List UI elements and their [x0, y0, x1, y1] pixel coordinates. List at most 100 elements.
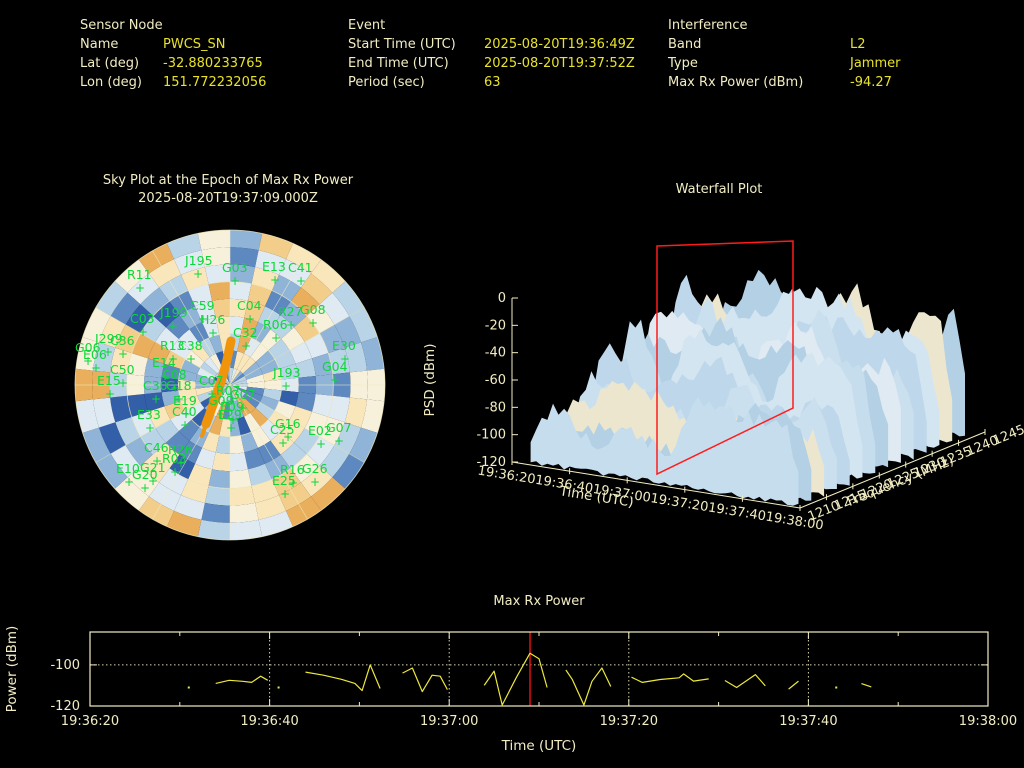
satellite-labels: J195+R11+G03+E13+C41+C59+H26+J199+C03+C0…	[75, 253, 356, 501]
satellite-marker: C32+	[233, 325, 258, 353]
satellite-marker: G07+	[326, 420, 352, 448]
svg-text:-100: -100	[476, 428, 506, 443]
field-value: 63	[484, 75, 501, 90]
section-title-interference: Interference	[668, 18, 748, 33]
waterfall-plot-canvas: 0 -20 -40 -60 -80 -100 -120 PSD (dBm) 19:36:20 19…	[422, 240, 1024, 534]
info-row-type: Type Jammer	[668, 54, 998, 73]
waterfall-surface	[530, 269, 965, 506]
info-section-event: Event Start Time (UTC) 2025-08-20T19:36:…	[348, 16, 658, 92]
info-row-period: Period (sec) 63	[348, 73, 658, 92]
svg-text:19:36:40: 19:36:40	[240, 714, 298, 729]
svg-text:+: +	[176, 456, 186, 470]
svg-text:H26: H26	[200, 312, 225, 327]
satellite-marker: J195+	[184, 253, 213, 281]
svg-text:+: +	[310, 475, 320, 489]
svg-text:G07: G07	[230, 387, 256, 402]
svg-text:19:37:20: 19:37:20	[649, 491, 709, 515]
svg-text:-120: -120	[50, 699, 80, 714]
svg-text:E33: E33	[137, 407, 161, 422]
satellite-marker: R16+	[280, 462, 305, 490]
svg-text:C32: C32	[233, 325, 258, 340]
svg-text:J299: J299	[94, 331, 123, 346]
power-series	[187, 652, 872, 706]
svg-text:E25: E25	[272, 473, 296, 488]
svg-text:C25: C25	[270, 422, 295, 437]
svg-text:+: +	[340, 352, 350, 366]
field-label: End Time (UTC)	[348, 56, 449, 71]
satellite-marker: G21+	[140, 460, 166, 488]
svg-text:+: +	[216, 407, 226, 421]
satellite-marker: E29+	[218, 407, 242, 435]
svg-text:+: +	[241, 339, 251, 353]
svg-text:19:37:20: 19:37:20	[600, 714, 658, 729]
svg-text:+: +	[308, 316, 318, 330]
svg-text:+: +	[208, 326, 218, 340]
field-value: L2	[850, 37, 866, 52]
svg-text:G20: G20	[132, 467, 158, 482]
field-label: Period (sec)	[348, 75, 425, 90]
svg-text:+: +	[174, 392, 184, 406]
satellite-marker: G04+	[322, 359, 348, 387]
satellite-marker: E25+	[272, 473, 296, 501]
sky-heatmap	[74, 230, 386, 540]
svg-text:G21: G21	[140, 460, 166, 475]
satellite-marker: J193+	[272, 365, 301, 393]
power-frame: -100 -120	[50, 631, 989, 714]
svg-text:C36: C36	[110, 333, 135, 348]
satellite-marker: C36+	[110, 333, 135, 361]
info-row-band: Band L2	[668, 35, 998, 54]
svg-text:19:37:40: 19:37:40	[707, 500, 767, 524]
satellite-marker: G09+	[208, 393, 234, 421]
max-rx-power-title: Max Rx Power	[493, 594, 585, 609]
svg-text:E02: E02	[308, 423, 332, 438]
field-label: Start Time (UTC)	[348, 37, 456, 52]
field-value: Jammer	[850, 56, 901, 71]
satellite-marker: R13+	[160, 338, 185, 366]
satellite-marker: C46+	[144, 440, 169, 468]
field-label: Lat (deg)	[80, 56, 140, 71]
svg-text:19:38:00: 19:38:00	[959, 714, 1017, 729]
svg-text:+: +	[168, 319, 178, 333]
info-section-interference: Interference Band L2 Type Jammer Max Rx …	[668, 16, 998, 92]
svg-text:+: +	[124, 475, 134, 489]
power-axis-labels: 19:36:20 19:36:40 19:37:00 19:37:20 19:37:40…	[4, 626, 1017, 754]
field-value: 151.772232056	[163, 75, 267, 90]
svg-text:+: +	[286, 318, 296, 332]
svg-text:R07: R07	[216, 383, 241, 398]
svg-text:+: +	[170, 465, 180, 479]
power-gridlines	[90, 632, 988, 706]
svg-text:E30: E30	[332, 338, 356, 353]
satellite-marker: C25+	[270, 422, 295, 450]
satellite-marker: C30+	[143, 378, 168, 406]
svg-text:-60: -60	[485, 373, 506, 388]
svg-text:-40: -40	[485, 346, 506, 361]
satellite-marker: G03+	[222, 260, 248, 288]
svg-text:+: +	[288, 476, 298, 490]
svg-text:+: +	[103, 345, 113, 359]
svg-text:R13: R13	[160, 338, 185, 353]
svg-text:+: +	[152, 454, 162, 468]
svg-text:-20: -20	[485, 318, 506, 333]
svg-text:C50: C50	[110, 362, 135, 377]
svg-text:R16: R16	[280, 462, 305, 477]
info-row-lat: Lat (deg) -32.880233765	[80, 54, 340, 73]
svg-text:E09: E09	[220, 399, 244, 414]
interference-track	[200, 336, 236, 438]
satellite-marker: G18+	[166, 378, 192, 406]
satellite-marker: C07+	[199, 373, 224, 401]
satellite-marker: C38+	[178, 338, 203, 366]
svg-text:19:37:40: 19:37:40	[779, 714, 837, 729]
svg-text:+: +	[105, 387, 115, 401]
field-value: PWCS_SN	[163, 37, 226, 52]
satellite-marker: E06+	[83, 347, 107, 375]
svg-text:+: +	[186, 352, 196, 366]
svg-text:C30: C30	[143, 378, 168, 393]
svg-text:C38: C38	[178, 338, 203, 353]
info-row-max-rx-power: Max Rx Power (dBm) -94.27	[668, 73, 998, 92]
svg-text:+: +	[91, 361, 101, 375]
svg-text:+: +	[193, 267, 203, 281]
field-value: -94.27	[850, 75, 892, 90]
svg-text:19:36:20: 19:36:20	[477, 464, 537, 488]
